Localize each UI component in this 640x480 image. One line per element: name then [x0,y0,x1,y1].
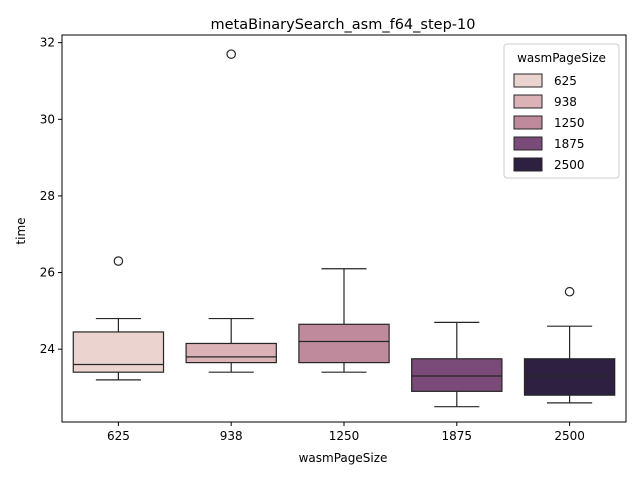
legend-swatch [513,115,543,130]
x-tick-label: 625 [107,429,130,443]
x-axis-label: wasmPageSize [299,451,388,465]
box-group-625 [72,256,165,381]
legend-swatch [513,157,543,172]
legend: wasmPageSize 625 938 1250 1875 2500 [503,43,620,179]
plot-area: 24 26 28 30 32 625 938 1250 1875 2500 [40,34,627,443]
outlier-point [226,49,236,59]
legend-entry-label: 1875 [554,137,585,151]
legend-swatch [513,136,543,151]
box [72,331,165,373]
box [523,358,616,396]
x-tick-label: 2500 [554,429,585,443]
box [411,358,503,392]
outlier-point [113,256,124,266]
box-group-938 [185,49,277,373]
y-tick-label: 30 [40,112,55,126]
legend-title: wasmPageSize [517,51,606,65]
box [185,342,277,364]
x-tick-label: 938 [220,429,243,443]
legend-entry-label: 938 [554,95,577,109]
box-group-1875 [411,321,503,408]
legend-entry-label: 625 [554,74,577,88]
legend-entry-label: 1250 [554,116,585,130]
y-tick-label: 28 [40,189,55,203]
y-tick-label: 32 [40,36,55,50]
legend-swatch [513,73,543,88]
outlier-point [564,286,575,297]
legend-entry-label: 2500 [554,158,585,172]
y-tick-label: 26 [40,266,55,280]
box-group-2500 [523,286,616,404]
box [298,323,390,364]
x-tick-label: 1875 [442,429,473,443]
legend-swatch [513,94,543,109]
box-group-1250 [298,268,390,373]
chart-title: metaBinarySearch_asm_f64_step-10 [211,17,476,33]
y-axis-label: time [14,217,28,244]
y-tick-label: 24 [40,342,55,356]
x-tick-label: 1250 [329,429,360,443]
